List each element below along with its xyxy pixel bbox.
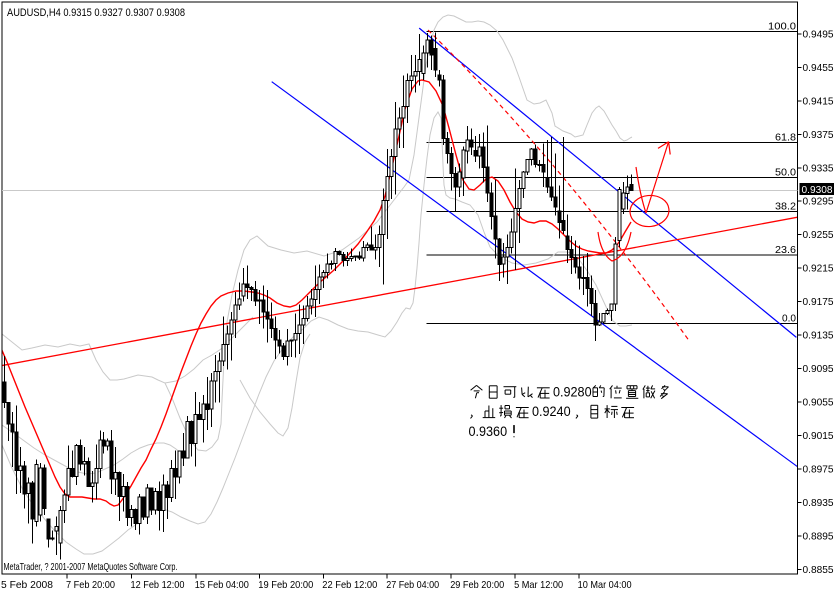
svg-text:0.9015: 0.9015 — [803, 430, 834, 442]
svg-text:23.6: 23.6 — [775, 244, 796, 256]
svg-text:5 Mar 12:00: 5 Mar 12:00 — [514, 579, 563, 591]
svg-text:100.0: 100.0 — [768, 20, 796, 32]
svg-text:0.9375: 0.9375 — [803, 129, 834, 141]
svg-text:19 Feb 20:00: 19 Feb 20:00 — [258, 579, 313, 591]
svg-text:0.8975: 0.8975 — [803, 463, 834, 475]
svg-text:0.9495: 0.9495 — [803, 28, 834, 40]
svg-text:0.9360: 0.9360 — [469, 424, 508, 439]
svg-text:50.0: 50.0 — [775, 166, 796, 178]
svg-text:38.2: 38.2 — [775, 200, 796, 212]
svg-text:0.8935: 0.8935 — [803, 497, 834, 509]
svg-text:10 Mar 04:00: 10 Mar 04:00 — [578, 579, 632, 591]
svg-text:AUDUSD,H4 0.9315 0.9327 0.930: AUDUSD,H4 0.9315 0.9327 0.9307 0.9308 — [7, 7, 185, 19]
svg-text:0.9255: 0.9255 — [803, 229, 834, 241]
svg-text:0.9335: 0.9335 — [803, 162, 834, 174]
svg-text:0.9280: 0.9280 — [553, 384, 592, 399]
svg-text:MetaTrader, ? 2001-2007 MetaQu: MetaTrader, ? 2001-2007 MetaQuotes Softw… — [4, 561, 178, 573]
svg-text:29 Feb 20:00: 29 Feb 20:00 — [450, 579, 504, 591]
svg-text:0.0: 0.0 — [782, 312, 796, 324]
svg-text:0.9295: 0.9295 — [803, 196, 834, 208]
svg-text:12 Feb 12:00: 12 Feb 12:00 — [131, 579, 185, 591]
svg-text:5 Feb 2008: 5 Feb 2008 — [1, 579, 53, 591]
svg-text:0.9135: 0.9135 — [803, 330, 834, 342]
svg-text:0.9455: 0.9455 — [803, 62, 834, 74]
svg-text:0.9415: 0.9415 — [803, 95, 834, 107]
svg-text:0.9240: 0.9240 — [532, 404, 571, 419]
svg-text:0.8895: 0.8895 — [803, 530, 834, 542]
svg-text:22 Feb 12:00: 22 Feb 12:00 — [322, 579, 377, 591]
svg-text:0.9175: 0.9175 — [803, 296, 834, 308]
svg-text:7 Feb 20:00: 7 Feb 20:00 — [66, 579, 115, 591]
svg-text:0.9055: 0.9055 — [803, 397, 834, 409]
svg-text:0.9308: 0.9308 — [802, 184, 833, 196]
svg-text:0.8855: 0.8855 — [803, 564, 834, 576]
svg-text:0.9215: 0.9215 — [803, 263, 834, 275]
svg-text:61.8: 61.8 — [775, 132, 796, 144]
svg-text:0.9095: 0.9095 — [803, 363, 834, 375]
svg-text:27 Feb 04:00: 27 Feb 04:00 — [386, 579, 439, 591]
svg-text:15 Feb 04:00: 15 Feb 04:00 — [195, 579, 249, 591]
